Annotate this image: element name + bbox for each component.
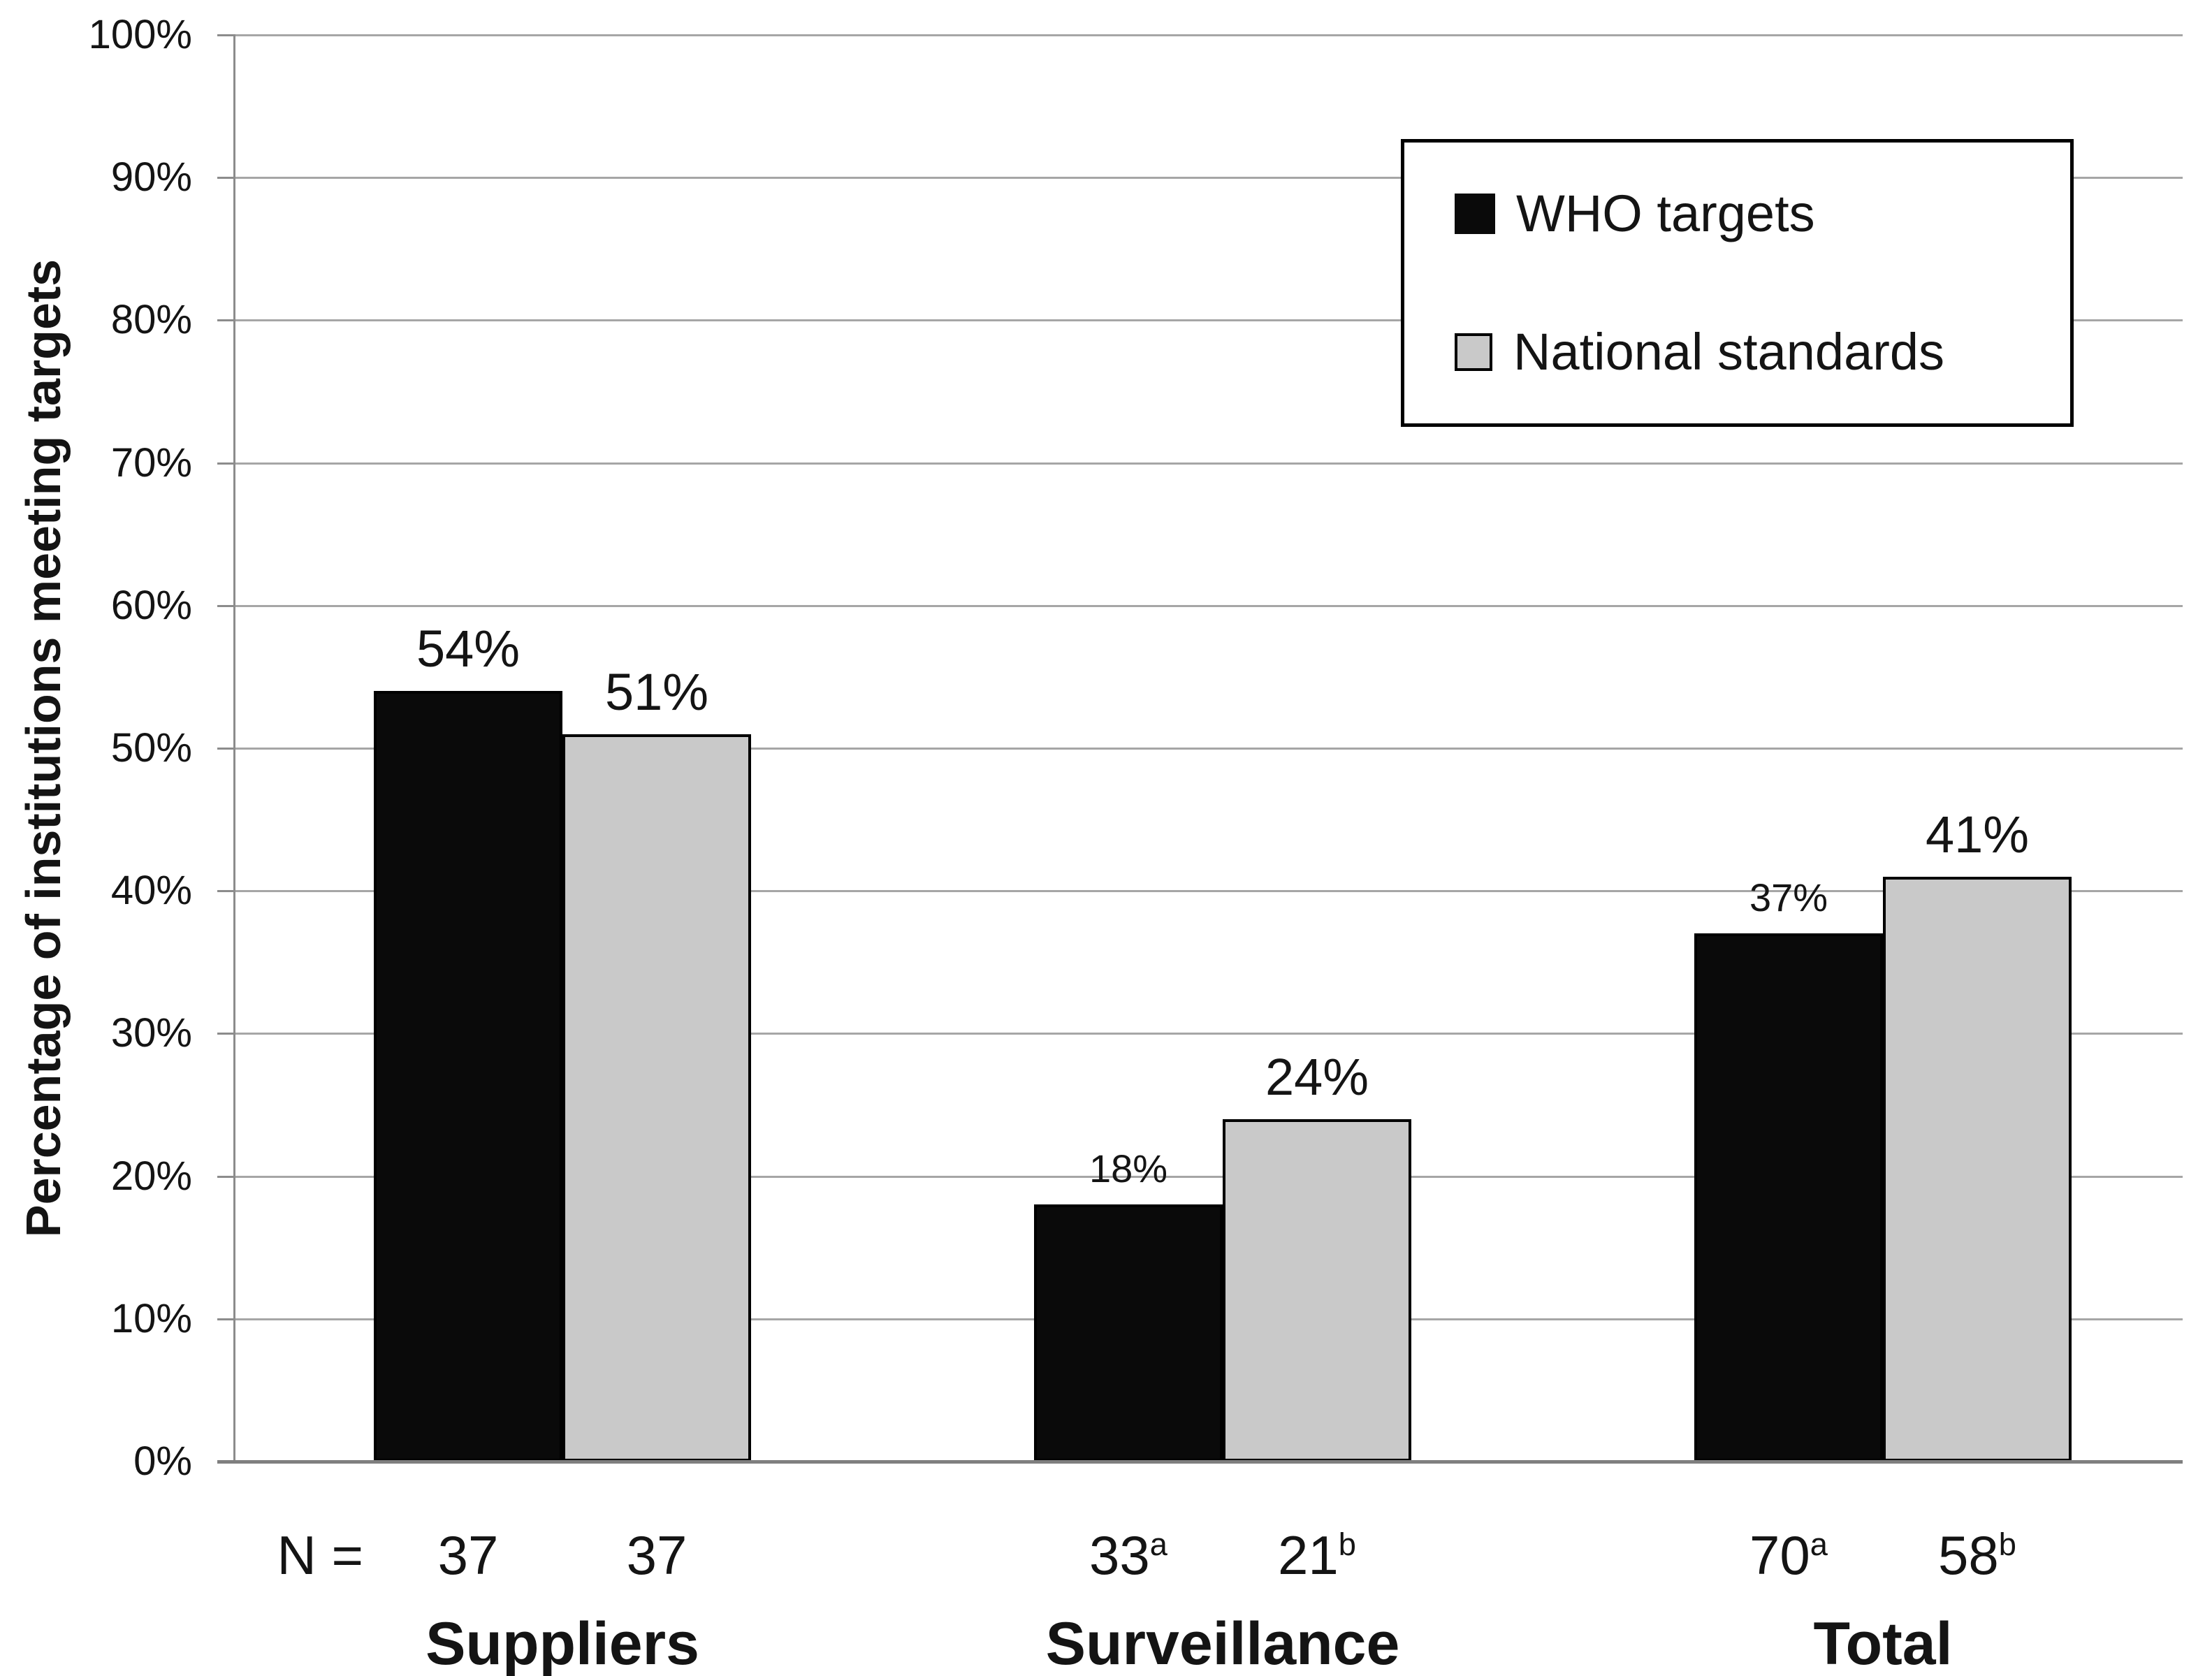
- y-tick-label-0: 0%: [133, 1438, 192, 1484]
- gridline-60: [235, 604, 2183, 607]
- value-label-national-standards-total: 41%: [1925, 805, 2030, 863]
- x-axis-line: [217, 1460, 2183, 1464]
- gridline-70: [235, 462, 2183, 465]
- y-tick-label-60: 60%: [110, 582, 192, 628]
- bar-national-standards-total: [1883, 876, 2072, 1462]
- y-tick-mark-10: [217, 1318, 235, 1320]
- n-value-national-standards-total: 58b: [1938, 1524, 2016, 1586]
- y-tick-mark-70: [217, 462, 235, 465]
- y-tick-mark-40: [217, 890, 235, 893]
- value-label-who-targets-suppliers: 54%: [416, 620, 521, 678]
- gridline-100: [235, 34, 2183, 36]
- gridline-80: [235, 319, 2183, 322]
- y-tick-label-50: 50%: [110, 725, 192, 771]
- y-axis-line: [233, 35, 235, 1462]
- bar-who-targets-total: [1694, 933, 1883, 1462]
- value-label-national-standards-suppliers: 51%: [604, 662, 709, 721]
- legend-label-who-targets: WHO targets: [1516, 184, 1815, 242]
- n-equals-label: N =: [277, 1524, 363, 1586]
- n-value-national-standards-suppliers: 37: [626, 1524, 687, 1586]
- legend-swatch-who-targets: [1455, 194, 1495, 234]
- gridline-90: [235, 177, 2183, 180]
- n-value-who-targets-total: 70a: [1749, 1524, 1828, 1586]
- legend-item-who-targets: WHO targets: [1455, 184, 1815, 243]
- y-tick-label-70: 70%: [110, 439, 192, 486]
- y-tick-mark-60: [217, 604, 235, 607]
- legend-swatch-national-standards: [1455, 333, 1492, 371]
- y-tick-label-80: 80%: [110, 297, 192, 343]
- y-tick-label-30: 30%: [110, 1010, 192, 1056]
- y-tick-mark-90: [217, 177, 235, 180]
- y-tick-label-10: 10%: [110, 1295, 192, 1341]
- y-tick-mark-80: [217, 319, 235, 322]
- gridline-30: [235, 1033, 2183, 1035]
- bar-national-standards-surveillance: [1223, 1118, 1411, 1462]
- legend-label-national-standards: National standards: [1513, 323, 1945, 381]
- category-label-surveillance: Surveillance: [1045, 1610, 1400, 1676]
- y-tick-mark-30: [217, 1033, 235, 1035]
- y-tick-mark-20: [217, 1175, 235, 1178]
- gridline-40: [235, 890, 2183, 893]
- n-value-national-standards-surveillance: 21b: [1278, 1524, 1356, 1586]
- y-tick-label-40: 40%: [110, 868, 192, 914]
- value-label-national-standards-surveillance: 24%: [1265, 1047, 1369, 1106]
- value-label-who-targets-surveillance: 18%: [1089, 1146, 1168, 1191]
- n-value-who-targets-surveillance: 33a: [1089, 1524, 1167, 1586]
- y-tick-label-90: 90%: [110, 154, 192, 201]
- bar-who-targets-suppliers: [374, 691, 562, 1462]
- y-tick-mark-100: [217, 34, 235, 36]
- y-tick-label-20: 20%: [110, 1153, 192, 1199]
- bar-national-standards-suppliers: [562, 734, 751, 1462]
- legend-item-national-standards: National standards: [1455, 323, 1944, 381]
- legend: WHO targets National standards: [1401, 139, 2074, 427]
- category-label-suppliers: Suppliers: [425, 1610, 699, 1676]
- y-tick-label-100: 100%: [88, 12, 192, 57]
- y-tick-mark-50: [217, 748, 235, 750]
- bar-who-targets-surveillance: [1034, 1204, 1223, 1462]
- gridline-20: [235, 1175, 2183, 1178]
- n-value-who-targets-suppliers: 37: [437, 1524, 499, 1586]
- gridline-50: [235, 748, 2183, 750]
- category-label-total: Total: [1813, 1610, 1953, 1676]
- value-label-who-targets-total: 37%: [1749, 875, 1828, 920]
